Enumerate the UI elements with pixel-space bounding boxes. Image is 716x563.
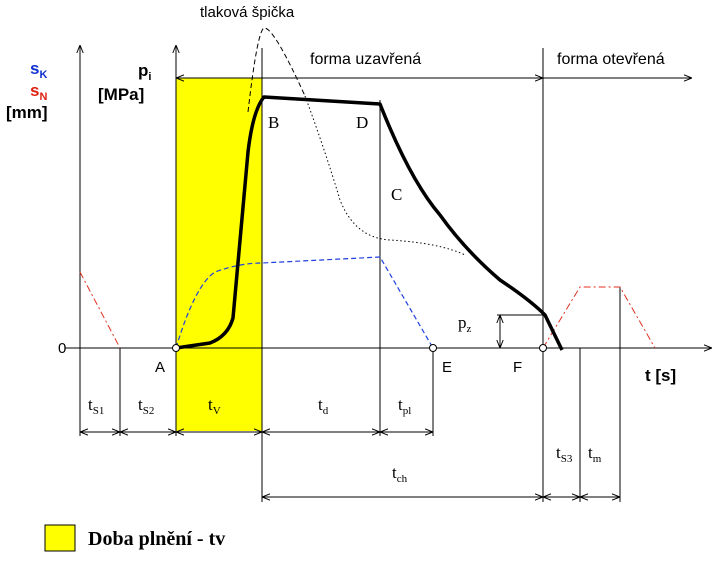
pressure-curve [175,95,564,351]
label: t [398,395,403,414]
zero: 0 [58,340,66,357]
peak-curve [247,27,306,113]
interval: tV [208,395,221,417]
label-sub: d [323,405,329,417]
interval: tm [588,443,602,465]
label-sub: S2 [143,405,155,417]
label: t [318,395,323,414]
label: p [138,61,148,80]
label: t [208,395,213,414]
label: t [392,463,397,482]
guides [79,48,621,502]
label-sub: N [39,91,47,103]
point-d: D [356,113,368,132]
peak-label: tlaková špička [200,4,295,21]
peak-decay [304,95,466,256]
mold-open: forma otevřená [557,51,665,68]
label-sub: z [467,323,472,335]
interval: tch [392,463,408,485]
point-e: E [442,359,452,376]
label-sub: V [213,405,221,417]
label: s [30,81,39,100]
label: p [458,313,467,332]
interval: tpl [398,395,411,417]
axis-pi: pi [138,61,151,83]
label-sub: S3 [561,453,573,465]
interval: tS2 [138,395,154,417]
axis-mpa: [MPa] [98,85,144,104]
time-axis: t [s] [645,366,676,385]
axis-sn: sN [30,81,47,103]
interval: tS3 [556,443,573,465]
node-circles [172,344,547,352]
point-c: C [391,185,402,204]
point-f: F [513,359,522,376]
label: t [556,443,561,462]
interval-labels: tS1 tS2 tV td tpl tch tS3 tm [88,395,602,485]
label-sub: i [148,71,151,83]
label-sub: ch [397,473,408,485]
pz-label: pz [458,313,472,335]
axis-mm: [mm] [6,103,48,122]
legend-label: Doba plnění - tv [88,528,225,550]
axis-sk: sK [30,59,47,81]
label: t [138,395,143,414]
legend-swatch [44,524,76,552]
fill-zone [176,78,262,431]
stroke-curve [79,271,656,349]
point-b: B [268,113,279,132]
label-sub: pl [403,405,412,417]
label: s [30,59,39,78]
point-a: A [155,359,165,376]
label-sub: m [593,453,602,465]
label-sub: K [39,69,47,81]
mold-closed: forma uzavřená [310,51,421,68]
axes [65,45,712,348]
interval: td [318,395,329,417]
interval: tS1 [88,395,104,417]
label-sub: S1 [93,405,105,417]
label: t [588,443,593,462]
screw-curve [175,256,434,349]
dimension-lines [80,314,620,497]
label: t [88,395,93,414]
